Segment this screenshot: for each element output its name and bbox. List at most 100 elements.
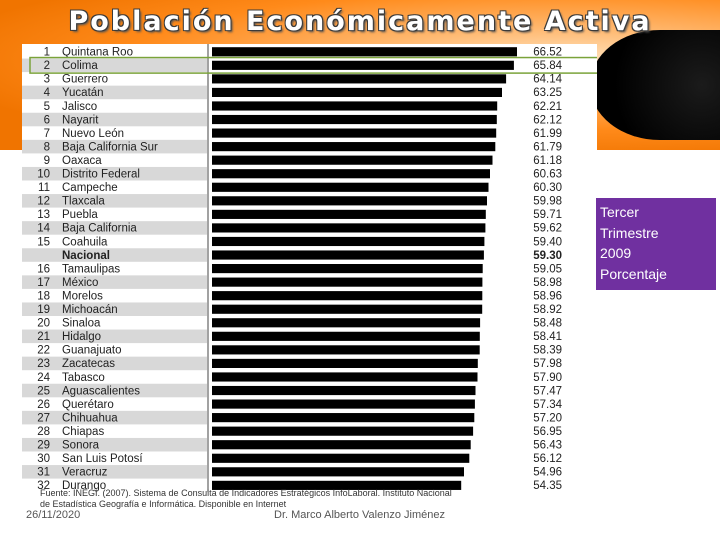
bar bbox=[212, 182, 489, 192]
slide-title: Población Económicamente Activa bbox=[68, 6, 652, 37]
bar bbox=[212, 331, 480, 341]
rank-label: 1 bbox=[44, 47, 50, 59]
bar bbox=[212, 413, 475, 423]
side-note-line: Trimestre bbox=[600, 224, 659, 241]
value-label: 54.35 bbox=[533, 480, 562, 492]
ranking-bar-chart: 1 Quintana Roo 66.52 2 Colima 65.84 3 Guerrero 6… bbox=[22, 44, 619, 509]
row-stripe bbox=[22, 139, 207, 154]
value-label: 57.20 bbox=[533, 412, 562, 424]
value-label: 57.90 bbox=[533, 372, 562, 384]
state-label: Sinaloa bbox=[62, 318, 101, 330]
value-label: 56.95 bbox=[533, 426, 562, 438]
rank-label: 12 bbox=[37, 196, 50, 208]
state-label: Nacional bbox=[62, 250, 110, 262]
value-label: 56.12 bbox=[533, 453, 562, 465]
footer-date: 26/11/2020 bbox=[26, 509, 81, 521]
state-label: Baja California Sur bbox=[62, 141, 158, 153]
bar bbox=[212, 60, 514, 70]
side-note-line: Porcentaje bbox=[600, 265, 667, 282]
value-label: 59.05 bbox=[533, 263, 562, 275]
rank-label: 30 bbox=[37, 453, 50, 465]
row-stripe bbox=[22, 356, 207, 371]
bar bbox=[212, 372, 478, 382]
rank-label: 29 bbox=[37, 440, 50, 452]
bar bbox=[212, 264, 483, 274]
row-stripe bbox=[22, 329, 207, 344]
bar bbox=[212, 196, 487, 206]
state-label: Sonora bbox=[62, 440, 100, 452]
bar bbox=[212, 209, 486, 219]
bar bbox=[212, 277, 483, 287]
value-label: 64.14 bbox=[533, 74, 562, 86]
state-label: Colima bbox=[62, 60, 98, 72]
bar bbox=[212, 304, 483, 314]
rank-label: 14 bbox=[37, 223, 50, 235]
value-label: 63.25 bbox=[533, 87, 562, 99]
value-label: 58.48 bbox=[533, 318, 562, 330]
value-label: 54.96 bbox=[533, 467, 562, 479]
value-label: 60.30 bbox=[533, 182, 562, 194]
row-stripe bbox=[22, 437, 207, 452]
state-label: Distrito Federal bbox=[62, 169, 140, 181]
value-label: 59.71 bbox=[533, 209, 562, 221]
row-stripe bbox=[22, 302, 207, 316]
bar bbox=[212, 291, 483, 301]
state-label: San Luis Potosí bbox=[62, 453, 143, 465]
rank-label: 21 bbox=[37, 331, 50, 343]
value-label: 65.84 bbox=[533, 60, 562, 72]
state-label: Durango bbox=[62, 480, 106, 492]
state-label: México bbox=[62, 277, 98, 289]
rank-label: 23 bbox=[37, 358, 50, 370]
state-label: Quintana Roo bbox=[62, 47, 133, 59]
rank-label: 15 bbox=[37, 236, 50, 248]
rank-label: 9 bbox=[44, 155, 50, 167]
bar bbox=[212, 223, 486, 233]
rank-label: 2 bbox=[44, 60, 50, 72]
rank-label: 24 bbox=[37, 372, 50, 384]
state-label: Querétaro bbox=[62, 399, 114, 411]
bar bbox=[212, 155, 493, 165]
side-note-line: 2009 bbox=[600, 245, 632, 261]
state-label: Zacatecas bbox=[62, 358, 115, 370]
rank-label: 18 bbox=[37, 290, 50, 302]
value-label: 62.21 bbox=[533, 101, 562, 113]
rank-label: 31 bbox=[37, 467, 50, 479]
value-label: 62.12 bbox=[533, 114, 562, 126]
rank-label: 4 bbox=[44, 87, 51, 99]
state-label: Guerrero bbox=[62, 74, 108, 86]
rank-label: 27 bbox=[37, 412, 50, 424]
value-label: 57.98 bbox=[533, 358, 562, 370]
bar bbox=[212, 467, 464, 477]
value-label: 59.98 bbox=[533, 196, 562, 208]
value-label: 60.63 bbox=[533, 169, 562, 181]
decorative-swoosh bbox=[590, 30, 720, 140]
rank-label: 32 bbox=[37, 480, 50, 492]
state-label: Yucatán bbox=[62, 87, 104, 99]
bar bbox=[212, 399, 475, 409]
bar bbox=[212, 236, 485, 247]
state-label: Oaxaca bbox=[62, 155, 102, 167]
bar bbox=[212, 453, 470, 463]
row-stripe bbox=[22, 383, 207, 398]
bar bbox=[212, 142, 496, 152]
row-stripe bbox=[22, 194, 207, 208]
value-label: 61.79 bbox=[533, 141, 562, 153]
rank-label: 7 bbox=[44, 128, 50, 140]
rank-label: 10 bbox=[37, 169, 50, 181]
bar bbox=[212, 74, 507, 84]
value-label: 66.52 bbox=[533, 47, 562, 59]
bar bbox=[212, 101, 498, 111]
rank-label: 20 bbox=[37, 318, 50, 330]
bar bbox=[212, 169, 490, 179]
state-label: Veracruz bbox=[62, 467, 108, 479]
bar bbox=[212, 440, 471, 450]
bar bbox=[212, 480, 462, 490]
row-stripe bbox=[22, 85, 207, 100]
value-label: 56.43 bbox=[533, 440, 562, 452]
value-label: 58.92 bbox=[533, 304, 562, 316]
bar bbox=[212, 47, 517, 57]
row-stripe bbox=[22, 465, 207, 479]
state-label: Puebla bbox=[62, 209, 98, 221]
row-stripe bbox=[22, 166, 207, 181]
state-label: Guanajuato bbox=[62, 345, 121, 357]
